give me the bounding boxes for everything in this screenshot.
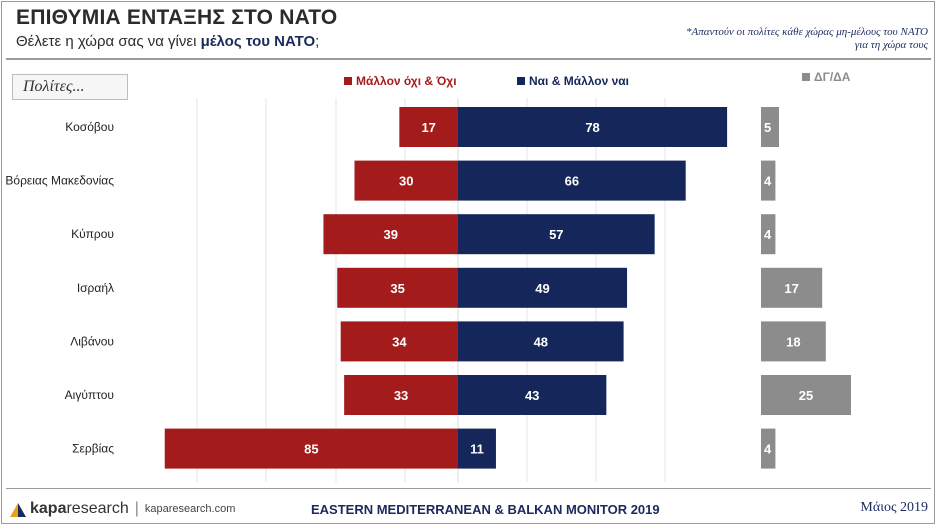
data-label-no: 85 (304, 442, 318, 457)
category-label: Ισραήλ (77, 281, 114, 295)
bar-dk (761, 107, 779, 147)
bar-dk (761, 160, 776, 201)
data-label-dk: 25 (799, 388, 813, 403)
legend-item-dk: ΔΓ/ΔΑ (802, 70, 850, 84)
bars-layer: Κοσόβου 17 78 5 Βόρειας Μακεδονίας 30 66 4 Κύπρο… (5, 107, 851, 469)
footer-date: Μάιος 2019 (860, 500, 928, 515)
bar-yes (458, 428, 496, 469)
legend-swatch-no (344, 77, 352, 85)
bar-yes (458, 160, 686, 201)
bar-no (399, 107, 458, 147)
category-label: Βόρειας Μακεδονίας (5, 174, 114, 188)
data-label-dk: 4 (764, 227, 772, 242)
legend-item-yes: Ναι & Μάλλον ναι (517, 74, 629, 88)
data-label-yes: 48 (534, 334, 548, 349)
bar-no (323, 214, 458, 255)
bar-yes (458, 107, 728, 147)
footnote-line-1: *Απαντούν οι πολίτες κάθε χώρας μη-μέλου… (686, 26, 928, 38)
data-label-no: 35 (390, 281, 404, 296)
legend-label-yes: Ναι & Μάλλον ναι (529, 74, 630, 88)
brand-name-rest: research (66, 500, 129, 517)
brand-name-bold: kapa (30, 500, 67, 517)
data-label-yes: 49 (535, 281, 549, 296)
bar-yes (458, 214, 655, 255)
data-label-dk: 17 (784, 281, 798, 296)
brand-url: kaparesearch.com (144, 503, 236, 515)
data-label-yes: 43 (525, 388, 539, 403)
legend-label-dk: ΔΓ/ΔΑ (814, 70, 851, 84)
subtitle-text: Θέλετε η χώρα σας να γίνει (16, 33, 201, 50)
brand-logo: kaparesearch | kaparesearch.com (10, 500, 235, 518)
category-label: Αιγύπτου (65, 388, 114, 402)
subtitle-end: ; (315, 33, 320, 50)
data-label-dk: 5 (764, 120, 771, 135)
bar-dk (761, 214, 776, 255)
data-label-yes: 57 (549, 227, 563, 242)
bar-dk (761, 267, 823, 308)
page-title: ΕΠΙΘΥΜΙΑ ΕΝΤΑΞΗΣ ΣΤΟ ΝΑΤΟ (16, 6, 338, 29)
bar-no (344, 375, 458, 415)
category-label: Κύπρου (71, 227, 114, 241)
bar-yes (458, 267, 628, 308)
logo-icon (10, 503, 26, 517)
bar-dk (761, 428, 776, 469)
legend-swatch-yes (517, 77, 525, 85)
data-label-yes: 66 (565, 174, 579, 189)
data-label-no: 39 (383, 227, 397, 242)
bar-dk (761, 375, 851, 415)
legend-label-no: Μάλλον όχι & Όχι (356, 74, 457, 88)
data-label-no: 34 (392, 334, 407, 349)
category-label: Κοσόβου (65, 120, 114, 134)
footer-divider (6, 488, 931, 489)
footer-title: EASTERN MEDITERRANEAN & BALKAN MONITOR 2… (311, 502, 660, 517)
bar-dk (761, 321, 826, 362)
legend-item-no: Μάλλον όχι & Όχι (344, 74, 457, 88)
bar-no (164, 428, 458, 469)
bar-no (337, 267, 458, 308)
data-label-no: 30 (399, 174, 413, 189)
bar-no (354, 160, 458, 201)
category-label: Λιβάνου (70, 334, 114, 348)
data-label-no: 17 (421, 120, 435, 135)
data-label-no: 33 (394, 388, 408, 403)
category-label: Σερβίας (72, 442, 114, 456)
row-header-label: Πολίτες... (12, 74, 128, 100)
header-divider (6, 58, 931, 60)
brand-separator: | (134, 500, 139, 517)
footnote-line-2: για τη χώρα τους (854, 39, 928, 51)
bar-yes (458, 321, 624, 362)
data-label-dk: 4 (764, 174, 772, 189)
bar-no (340, 321, 458, 362)
subtitle-emphasis: μέλος του ΝΑΤΟ (200, 33, 316, 50)
bar-yes (458, 375, 607, 415)
brand-name: kaparesearch (30, 500, 129, 518)
data-label-dk: 4 (764, 442, 772, 457)
data-label-yes: 78 (585, 120, 599, 135)
data-label-dk: 18 (786, 334, 800, 349)
footnote: *Απαντούν οι πολίτες κάθε χώρας μη-μέλου… (628, 26, 928, 52)
page-subtitle: Θέλετε η χώρα σας να γίνει μέλος του ΝΑΤ… (16, 33, 319, 50)
data-label-yes: 11 (470, 442, 484, 457)
legend-swatch-dk (802, 73, 810, 81)
